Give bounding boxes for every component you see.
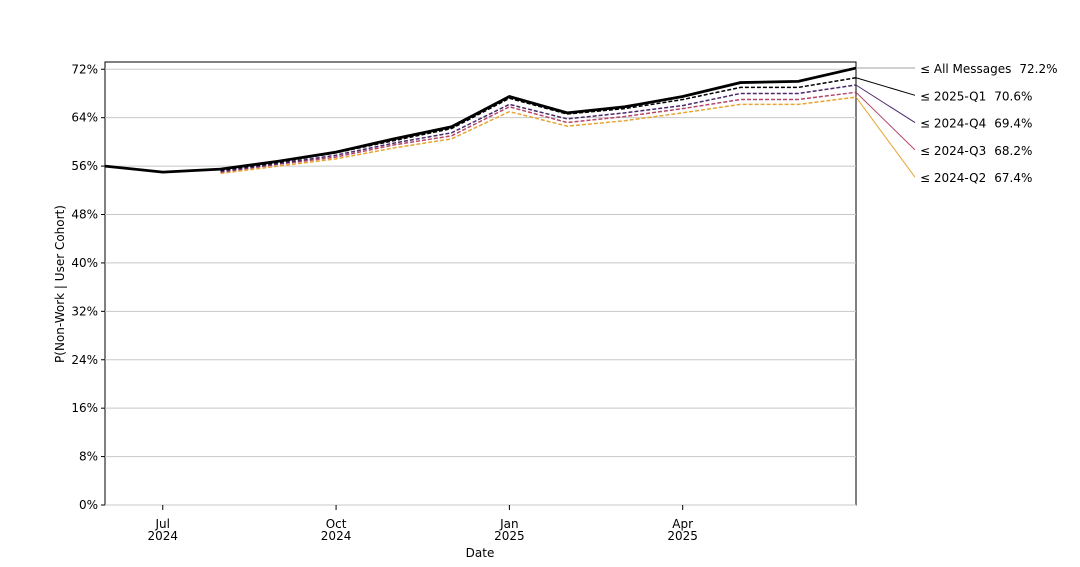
series-line — [220, 91, 857, 173]
x-tick-label: Jan 2025 — [494, 517, 525, 543]
value-label: 67.4% — [994, 171, 1032, 185]
value-label: 72.2% — [1019, 62, 1057, 76]
y-tick-label: 64% — [71, 111, 98, 125]
y-axis-label: P(Non-Work | User Cohort) — [53, 205, 67, 363]
y-tick-label: 72% — [71, 62, 98, 76]
y-tick-label: 16% — [71, 401, 98, 415]
y-tick-label: 8% — [79, 450, 98, 464]
value-label: 70.6% — [994, 89, 1032, 103]
legend-name: ≤ All Messages — [920, 62, 1011, 76]
y-tick-label: 48% — [71, 208, 98, 222]
series-line — [104, 66, 857, 174]
legend-connector — [855, 77, 916, 96]
legend-connector — [855, 84, 916, 124]
y-tick-label: 56% — [71, 159, 98, 173]
legend-label: ≤ 2024-Q4 69.4% — [920, 117, 1032, 131]
legend-label: ≤ 2024-Q2 67.4% — [920, 171, 1032, 185]
legend-label: ≤ 2024-Q3 68.2% — [920, 144, 1032, 158]
y-tick-label: 0% — [79, 498, 98, 512]
legend-connector — [855, 91, 916, 151]
x-tick-label: Oct 2024 — [321, 517, 352, 543]
series-line — [220, 96, 857, 175]
x-axis-label: Date — [466, 546, 495, 560]
legend-name: ≤ 2024-Q3 — [920, 144, 986, 158]
legend-name: ≤ 2025-Q1 — [920, 89, 986, 103]
legend-name: ≤ 2024-Q2 — [920, 171, 986, 185]
y-tick-label: 40% — [71, 256, 98, 270]
series-line — [220, 76, 857, 172]
legend-connector — [855, 96, 916, 178]
y-tick-label: 32% — [71, 304, 98, 318]
value-label: 68.2% — [994, 144, 1032, 158]
plot-frame — [104, 61, 857, 506]
x-tick-label: Apr 2025 — [667, 517, 698, 543]
y-tick-label: 24% — [71, 353, 98, 367]
legend-label: ≤ 2025-Q1 70.6% — [920, 89, 1032, 103]
legend-label: ≤ All Messages 72.2% — [920, 62, 1058, 76]
legend-name: ≤ 2024-Q4 — [920, 117, 986, 131]
value-label: 69.4% — [994, 117, 1032, 131]
x-tick-label: Jul 2024 — [147, 517, 178, 543]
series-line — [220, 84, 857, 173]
